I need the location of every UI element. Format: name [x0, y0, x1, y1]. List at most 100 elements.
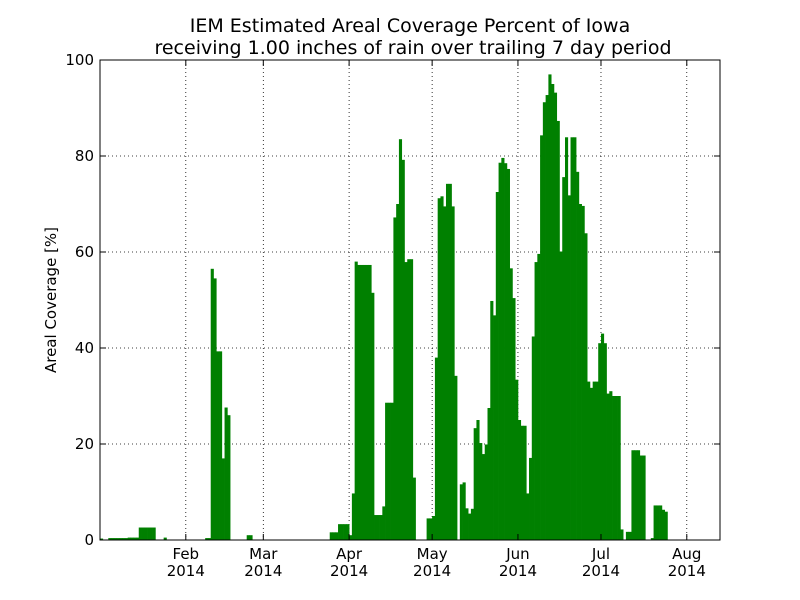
bar: [531, 336, 535, 540]
bar: [451, 206, 455, 540]
y-tick-label: 100: [65, 51, 94, 69]
bar: [462, 482, 466, 540]
bar: [603, 343, 607, 540]
bar: [360, 264, 364, 540]
bar: [141, 527, 145, 540]
bar: [401, 159, 405, 540]
bar: [495, 192, 499, 540]
bar: [476, 420, 480, 540]
bar: [376, 515, 380, 540]
x-tick-label-month: Jul: [591, 545, 610, 563]
bar: [221, 458, 225, 540]
bar: [385, 402, 389, 540]
bar: [365, 264, 369, 540]
bar: [329, 532, 333, 540]
y-tick-label: 20: [75, 435, 94, 453]
bar: [631, 450, 635, 540]
bar: [470, 508, 475, 540]
bar: [653, 505, 657, 540]
bar: [387, 402, 391, 540]
bar: [127, 537, 131, 540]
bar: [426, 518, 430, 540]
chart-subtitle: receiving 1.00 inches of rain over trail…: [154, 37, 671, 59]
y-axis-label: Areal Coverage [%]: [42, 227, 60, 373]
bar: [407, 259, 411, 540]
bar: [335, 532, 339, 540]
bar: [559, 251, 563, 540]
bar: [351, 493, 355, 540]
bar: [122, 538, 126, 540]
bar: [548, 74, 552, 541]
bar: [448, 183, 452, 540]
bar: [108, 538, 112, 540]
bar: [529, 457, 533, 540]
bar: [152, 527, 156, 540]
bar: [213, 278, 217, 540]
bar: [147, 527, 151, 540]
bar: [133, 537, 137, 540]
bar: [454, 375, 458, 540]
bar: [540, 135, 544, 541]
bar: [587, 381, 591, 540]
axes-frame: [99, 59, 721, 541]
bar: [379, 515, 383, 540]
bar: [562, 177, 566, 540]
bar: [135, 537, 140, 540]
bar: [144, 527, 148, 540]
bar: [620, 529, 624, 540]
bar: [205, 538, 209, 540]
bar: [636, 450, 641, 540]
bar: [216, 351, 220, 540]
bar: [612, 396, 616, 540]
bar: [465, 508, 469, 540]
chart-title: IEM Estimated Areal Coverage Percent of …: [190, 15, 630, 37]
bar: [509, 268, 513, 540]
bar: [224, 407, 228, 540]
bar: [124, 538, 129, 540]
bar: [576, 171, 580, 540]
bar: [656, 505, 660, 540]
bar: [227, 415, 231, 540]
bar: [459, 484, 463, 540]
bar: [374, 515, 378, 540]
x-tick-label-year: 2014: [330, 562, 368, 580]
x-tick-label-year: 2014: [668, 562, 706, 580]
bar: [526, 493, 530, 540]
x-tick-label-month: Mar: [249, 545, 278, 563]
x-tick-label-month: May: [417, 545, 448, 563]
bar: [659, 505, 663, 540]
bar: [100, 538, 104, 540]
bar: [515, 379, 519, 540]
bar: [362, 264, 367, 540]
bar: [573, 137, 577, 540]
y-tick-label: 40: [75, 339, 94, 357]
bar: [567, 195, 571, 541]
bar: [600, 333, 605, 540]
bar: [249, 535, 253, 540]
bar: [553, 92, 558, 540]
bar: [390, 402, 394, 540]
bar: [412, 477, 416, 540]
x-tick-label-year: 2014: [499, 562, 537, 580]
bar: [517, 420, 522, 540]
bar: [581, 205, 585, 541]
bar: [432, 516, 436, 540]
bar: [357, 264, 361, 540]
bar: [398, 139, 403, 540]
bar: [589, 387, 594, 540]
bar: [368, 264, 372, 540]
bar: [490, 300, 494, 540]
bar: [479, 443, 483, 540]
bar: [338, 524, 342, 540]
y-tick-label: 60: [75, 243, 94, 261]
bar: [598, 343, 602, 540]
bar: [429, 518, 433, 540]
bar: [111, 538, 115, 540]
bar: [219, 351, 223, 540]
bar: [113, 538, 117, 540]
bar: [609, 391, 613, 540]
bar: [642, 455, 646, 540]
bar: [340, 524, 344, 540]
bar: [537, 253, 541, 541]
bar: [506, 168, 510, 540]
